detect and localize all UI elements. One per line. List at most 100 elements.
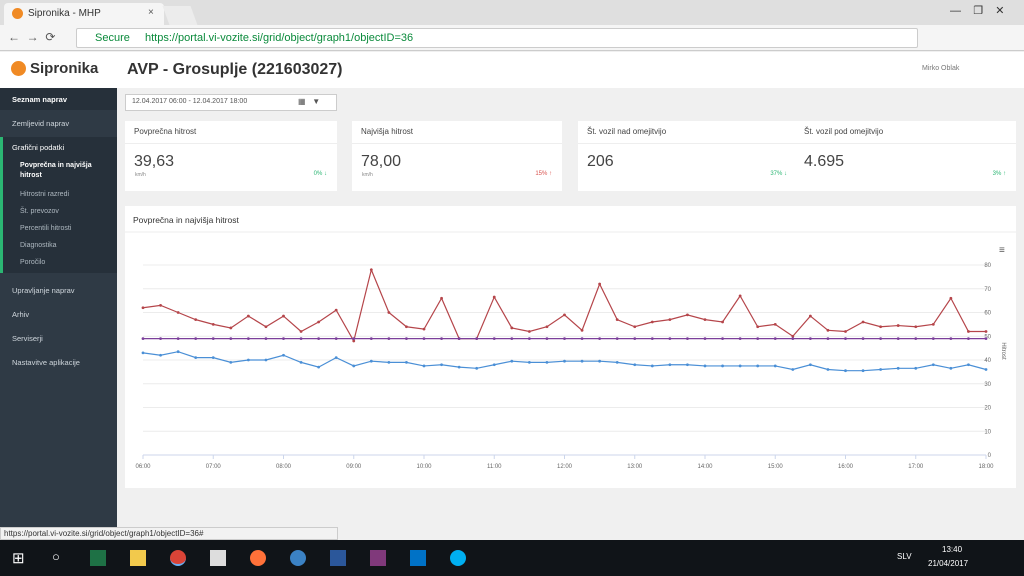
app-icon[interactable] <box>210 550 226 566</box>
filter-icons[interactable]: ▦ ▼ <box>298 97 321 106</box>
app-icon[interactable] <box>170 550 186 566</box>
nav-subitem[interactable]: Št. prevozov <box>20 208 59 215</box>
data-point <box>282 337 285 341</box>
favicon <box>12 8 23 19</box>
data-point <box>282 314 285 318</box>
search-button[interactable]: ○ <box>52 549 60 564</box>
new-tab[interactable] <box>162 6 198 25</box>
data-point <box>668 363 672 367</box>
tab-title: Sipronika - MHP <box>28 8 101 19</box>
app-icon[interactable] <box>90 550 106 566</box>
start-button[interactable]: ⊞ <box>12 550 25 567</box>
chart-menu[interactable]: ≡ <box>999 245 1005 256</box>
data-point <box>633 325 637 329</box>
app-icon[interactable] <box>290 550 306 566</box>
clock-time[interactable]: 13:40 <box>942 545 963 554</box>
data-point <box>844 330 847 333</box>
tab[interactable]: Sipronika - MHP × <box>4 3 164 25</box>
data-point <box>334 308 338 312</box>
nav-item[interactable]: Upravljanje naprav <box>12 286 75 295</box>
data-point <box>440 296 443 300</box>
app-icon[interactable] <box>250 550 266 566</box>
tab-close[interactable]: × <box>148 7 154 18</box>
x-tick-label: 17:00 <box>908 464 924 470</box>
data-point <box>229 337 233 341</box>
nav-subitem[interactable]: Percentili hitrosti <box>20 225 72 232</box>
chart: Povprečna in najvišja hitrost ≡ Hitrost … <box>125 215 1016 470</box>
data-point <box>931 363 935 367</box>
data-point <box>773 322 777 326</box>
nav-subitem[interactable]: Hitrostni razredi <box>20 191 70 198</box>
nav-item[interactable]: Grafični podatki <box>12 143 65 152</box>
stat-card: Najvišja hitrost 78,00 km/h 15% ↑ <box>352 121 562 191</box>
data-point <box>967 330 970 333</box>
data-point <box>615 318 619 322</box>
app-header: Sipronika AVP - Grosuplje (221603027) Mi… <box>0 52 1024 88</box>
data-point <box>844 337 847 341</box>
data-point <box>264 358 268 362</box>
window-controls[interactable]: — ❐ ✕ <box>950 5 1005 17</box>
y-tick-label: 10 <box>984 429 991 435</box>
app-icon[interactable] <box>450 550 466 566</box>
address-bar[interactable]: Secure https://portal.vi-vozite.si/grid/… <box>76 28 918 48</box>
language[interactable]: SLV <box>897 552 912 561</box>
app-icon[interactable] <box>370 550 386 566</box>
data-point <box>615 337 619 341</box>
data-point <box>861 337 865 341</box>
data-point <box>686 337 689 341</box>
data-point <box>440 363 443 367</box>
app-icon[interactable] <box>410 550 426 566</box>
status-url: https://portal.vi-vozite.si/grid/object/… <box>4 529 204 538</box>
data-point <box>703 337 707 341</box>
y-tick-label: 0 <box>988 453 992 459</box>
data-point <box>510 359 514 363</box>
data-point <box>721 320 724 324</box>
data-point <box>879 337 883 341</box>
data-point <box>387 337 391 341</box>
nav-item[interactable]: Seznam naprav <box>12 95 68 104</box>
user-name[interactable]: Mirko Oblak <box>922 65 960 72</box>
data-point <box>984 330 988 333</box>
data-point <box>475 366 479 370</box>
data-point <box>369 359 373 363</box>
y-tick-label: 60 <box>984 311 991 317</box>
data-point <box>633 363 637 367</box>
nav-item[interactable]: Arhiv <box>12 310 30 319</box>
clock-date[interactable]: 21/04/2017 <box>928 559 969 568</box>
data-point <box>387 311 391 314</box>
data-point <box>826 337 830 341</box>
data-point <box>686 363 689 367</box>
data-point <box>352 337 356 341</box>
y-tick-label: 40 <box>984 358 991 364</box>
nav-item[interactable]: Zemljevid naprav <box>12 119 70 128</box>
data-point <box>967 363 970 367</box>
app-icon[interactable] <box>130 550 146 566</box>
app-icon[interactable] <box>330 550 346 566</box>
data-point <box>317 320 321 324</box>
nav-item[interactable]: Nastavitve aplikacije <box>12 358 80 367</box>
data-point <box>756 337 760 341</box>
data-point <box>176 350 180 354</box>
data-point <box>563 313 566 317</box>
data-point <box>159 303 162 307</box>
date-filter[interactable]: 12.04.2017 06:00 - 12.04.2017 18:00 ▦ ▼ <box>125 94 337 111</box>
data-point <box>405 325 408 329</box>
data-point <box>791 368 795 371</box>
data-point <box>826 328 830 332</box>
sidebar: Seznam naprav Zemljevid naprav Grafični … <box>0 88 117 527</box>
x-tick-label: 18:00 <box>978 464 994 470</box>
data-point <box>879 325 883 329</box>
nav-subitem[interactable]: Povprečna in najvišja hitrost <box>20 162 92 179</box>
data-point <box>984 337 988 341</box>
nav-subitem[interactable]: Poročilo <box>20 259 46 266</box>
nav-subitem[interactable]: Diagnostika <box>20 242 57 249</box>
page-title: AVP - Grosuplje (221603027) <box>127 61 343 78</box>
data-point <box>422 337 426 341</box>
data-point <box>545 325 549 329</box>
nav-item[interactable]: Serviserji <box>12 334 43 343</box>
nav-buttons[interactable]: ← → ⟳ <box>8 30 56 44</box>
y-tick-label: 20 <box>984 406 991 412</box>
data-point <box>756 364 760 368</box>
data-point <box>967 337 970 341</box>
data-point <box>896 337 900 341</box>
